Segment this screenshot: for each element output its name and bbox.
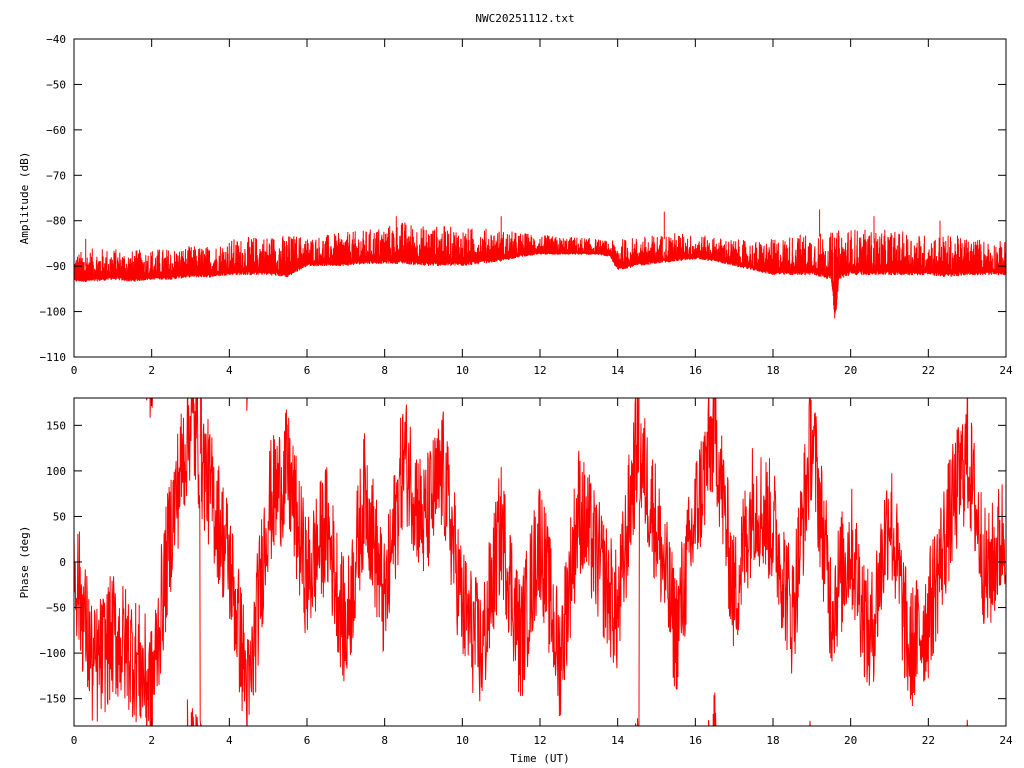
x-tick-label: 4: [226, 734, 233, 747]
y-tick-label: −70: [46, 169, 66, 182]
y-tick-label: 100: [46, 465, 66, 478]
x-tick-label: 16: [689, 734, 702, 747]
x-tick-label: 10: [456, 734, 469, 747]
y-tick-label: 50: [53, 510, 66, 523]
x-tick-label: 24: [999, 364, 1013, 377]
x-tick-label: 24: [999, 734, 1013, 747]
y-tick-label: 150: [46, 419, 66, 432]
x-tick-label: 12: [533, 734, 546, 747]
y-tick-label: −80: [46, 215, 66, 228]
y-tick-label: −50: [46, 78, 66, 91]
y-tick-label: −50: [46, 602, 66, 615]
phase-series-line: [73, 397, 1007, 727]
x-tick-label: 2: [148, 364, 155, 377]
x-tick-label: 8: [381, 734, 388, 747]
x-tick-label: 22: [922, 734, 935, 747]
phase-trace-group: [73, 397, 1007, 727]
y-tick-label: 0: [59, 556, 66, 569]
y-tick-label: −90: [46, 260, 66, 273]
x-tick-label: 0: [71, 734, 78, 747]
amplitude-panel: −110−100−90−80−70−60−50−40 0 2 4 6 8 10 12 14 16…: [18, 33, 1013, 377]
y-tick-label: −60: [46, 124, 66, 137]
chart-title: NWC20251112.txt: [475, 12, 574, 25]
x-tick-label: 18: [766, 734, 779, 747]
amplitude-series-line: [73, 209, 1007, 319]
x-tick-label: 4: [226, 364, 233, 377]
amplitude-x-ticks: 0 2 4 6 8 10 12 14 16 18 20 22 24: [71, 39, 1013, 377]
x-tick-label: 0: [71, 364, 78, 377]
x-tick-label: 20: [844, 364, 857, 377]
x-tick-label: 14: [611, 364, 625, 377]
amplitude-trace-group: [73, 209, 1007, 319]
phase-x-ticks: 0 2 4 6 8 10 12 14 16 18 20 22 24: [71, 398, 1013, 747]
amplitude-y-ticks: −110 −100 −90 −80 −70 −60 −50 −40: [40, 33, 1006, 364]
x-tick-label: 6: [304, 364, 311, 377]
x-tick-label: 16: [689, 364, 702, 377]
x-tick-label: 18: [766, 364, 779, 377]
y-tick-label: −110: [40, 351, 67, 364]
amplitude-plot-frame: [73, 38, 1007, 358]
x-tick-label: 14: [611, 734, 625, 747]
x-tick-label: 6: [304, 734, 311, 747]
phase-y-axis-label: Phase (deg): [18, 526, 31, 599]
x-tick-label: 20: [844, 734, 857, 747]
phase-y-ticks: −150 −100 −50 0 50 100 150: [40, 419, 1006, 706]
x-tick-label: 2: [148, 734, 155, 747]
y-tick-label: −40: [46, 33, 66, 46]
y-tick-label: −100: [40, 647, 67, 660]
x-axis-label: Time (UT): [510, 752, 570, 765]
amplitude-y-axis-label: Amplitude (dB): [18, 152, 31, 245]
y-tick-label: −150: [40, 693, 67, 706]
x-tick-label: 10: [456, 364, 469, 377]
x-tick-label: 22: [922, 364, 935, 377]
y-tick-label: −100: [40, 306, 67, 319]
x-tick-label: 8: [381, 364, 388, 377]
x-tick-label: 12: [533, 364, 546, 377]
